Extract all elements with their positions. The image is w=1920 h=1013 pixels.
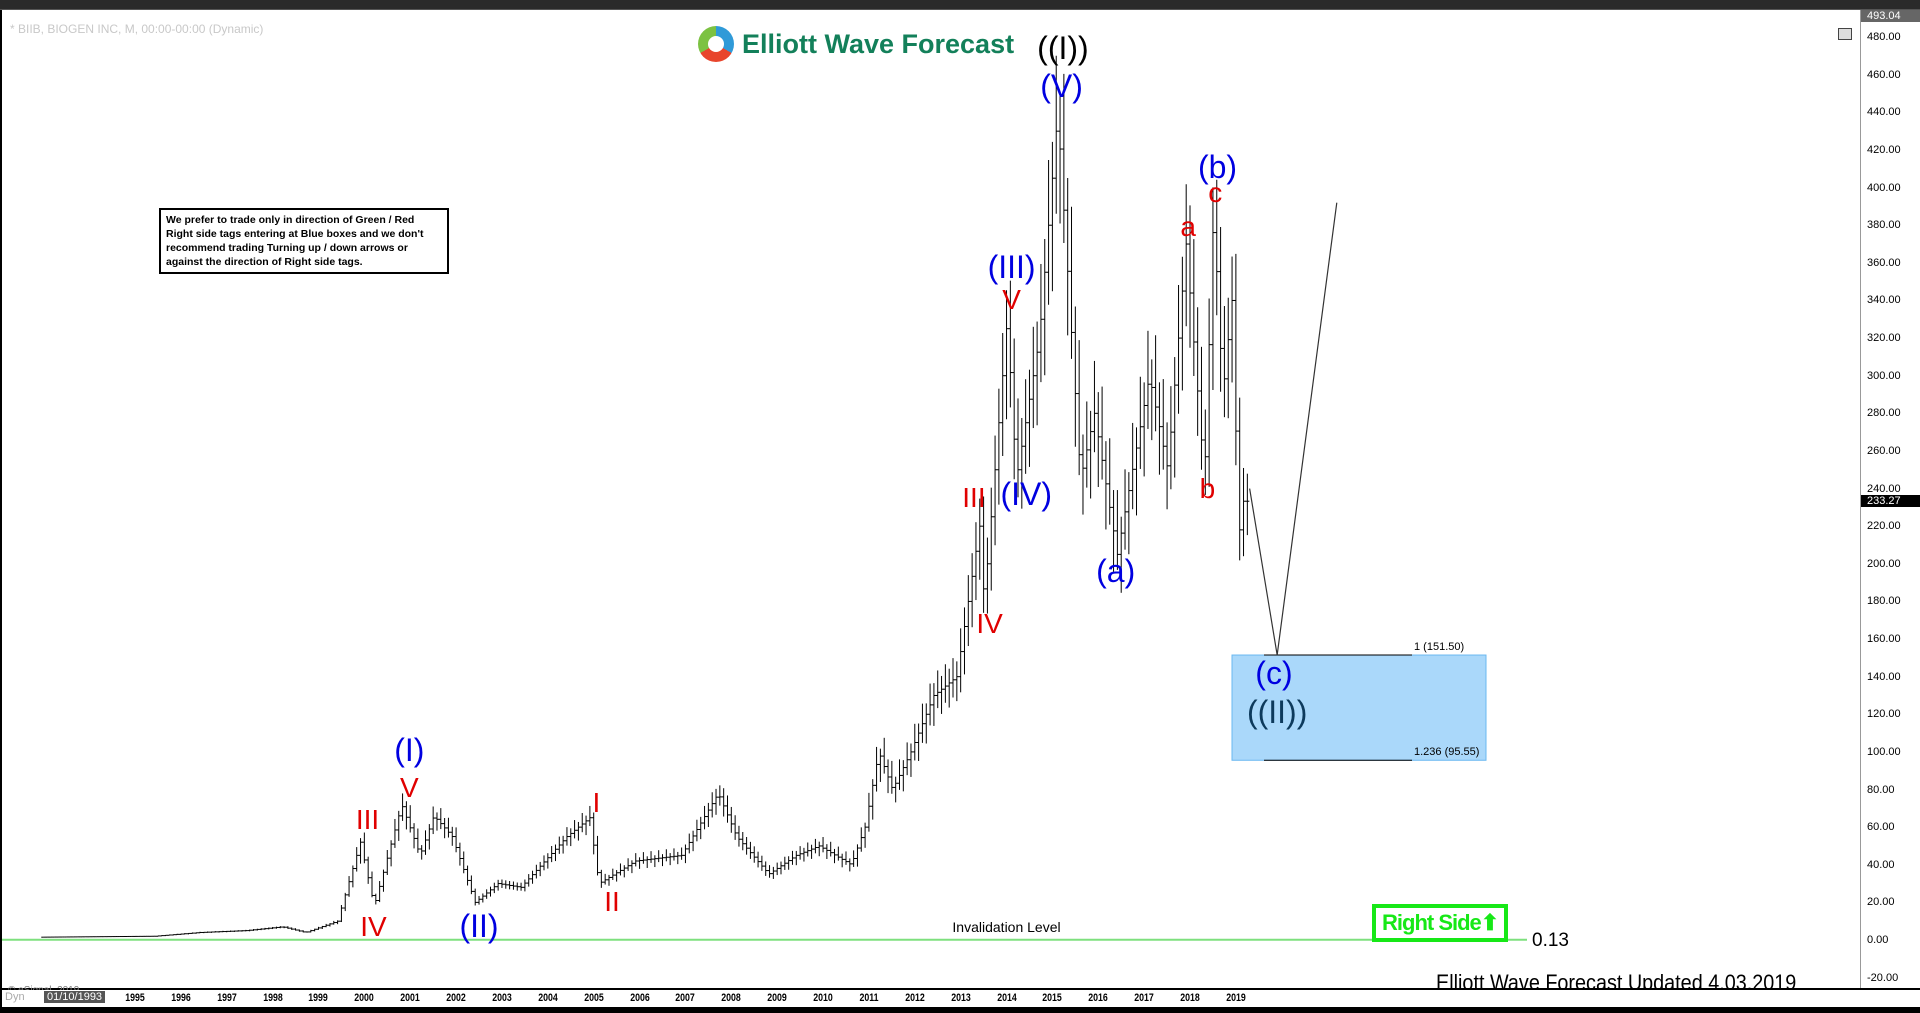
wave-label: IV xyxy=(360,910,387,942)
y-tick-label: 140.00 xyxy=(1867,670,1901,683)
wave-label: (II) xyxy=(459,907,499,944)
x-tick-label: 1998 xyxy=(262,992,283,1004)
wave-label: ((I)) xyxy=(1037,30,1089,67)
y-tick-label: 460.00 xyxy=(1867,68,1901,81)
x-tick-label: 2014 xyxy=(996,992,1017,1004)
dyn-label: Dyn xyxy=(5,991,25,1003)
y-tick-label: 180.00 xyxy=(1867,595,1901,608)
x-tick-label: 2008 xyxy=(721,992,742,1004)
y-tick-label: 360.00 xyxy=(1867,256,1901,269)
y-tick-label: 60.00 xyxy=(1867,821,1895,834)
price-chart xyxy=(2,55,1527,941)
wave-label: b xyxy=(1199,472,1216,504)
x-tick-label: 2000 xyxy=(354,992,375,1004)
plot-area: * BIIB, BIOGEN INC, M, 00:00-00:00 (Dyna… xyxy=(2,10,1860,996)
y-tick-label: 380.00 xyxy=(1867,219,1901,232)
y-tick-label: 320.00 xyxy=(1867,332,1901,345)
logo-icon xyxy=(698,26,734,62)
x-tick-label: 1995 xyxy=(125,992,145,1004)
y-tick-label: 160.00 xyxy=(1867,633,1901,646)
wave-label: (III) xyxy=(987,248,1036,285)
fib-bottom-label: 1.236 (95.55) xyxy=(1414,746,1480,759)
y-tick-label: 280.00 xyxy=(1867,407,1901,420)
y-tick-label: 340.00 xyxy=(1867,294,1901,307)
wave-label: IV xyxy=(976,607,1003,639)
y-tick-label: 100.00 xyxy=(1867,745,1901,758)
y-tick-label: 40.00 xyxy=(1867,858,1895,871)
x-tick-label: 2004 xyxy=(538,992,558,1004)
y-tick-label: 0.00 xyxy=(1867,934,1889,946)
start-date: 01/10/1993 xyxy=(44,991,106,1003)
invalidation-label: Invalidation Level xyxy=(952,918,1061,935)
logo: Elliott Wave Forecast xyxy=(698,26,1014,62)
x-tick-label: 2010 xyxy=(813,992,833,1004)
y-tick-label: 400.00 xyxy=(1867,181,1901,194)
x-tick-label: 2019 xyxy=(1226,992,1246,1004)
x-tick-label: 2001 xyxy=(400,992,421,1004)
arrow-up-icon: ⬆ xyxy=(1480,910,1499,935)
wave-label: (b) xyxy=(1197,148,1238,185)
wave-label: a xyxy=(1180,211,1196,243)
x-tick-label: 2005 xyxy=(583,992,604,1004)
x-tick-label: 1999 xyxy=(308,992,329,1004)
x-tick-label: 2002 xyxy=(446,992,466,1004)
wave-label: V xyxy=(1002,284,1021,316)
y-tick-label: 300.00 xyxy=(1867,369,1901,382)
y-tick-label: 260.00 xyxy=(1867,444,1901,457)
wave-label: (a) xyxy=(1096,553,1136,590)
x-tick-label: 2015 xyxy=(1042,992,1063,1004)
wave-label: III xyxy=(962,481,986,513)
logo-text: Elliott Wave Forecast xyxy=(742,28,1015,59)
invalidation-value: 0.13 xyxy=(1532,930,1569,951)
wave-label: (IV) xyxy=(1000,476,1053,513)
y-tick-label: 80.00 xyxy=(1867,783,1895,796)
y-tick-label: -20.00 xyxy=(1867,971,1899,984)
x-tick-label: 2017 xyxy=(1134,992,1154,1004)
y-tick-label: 240.00 xyxy=(1867,482,1901,495)
wave-label: (V) xyxy=(1040,68,1083,105)
y-tick-label: 480.00 xyxy=(1867,31,1901,44)
wave-label: II xyxy=(604,886,620,918)
date-axis[interactable]: Dyn 01/10/1993 1995 1996 1997 1998 1999 2000 2… xyxy=(2,990,1920,1007)
y-tick-label: 200.00 xyxy=(1867,557,1901,570)
projection-path xyxy=(1249,202,1338,656)
x-tick-label: 2009 xyxy=(767,992,787,1004)
right-side-tag: Right Side⬆ xyxy=(1372,904,1509,942)
price-axis[interactable]: 480.00 460.00 440.00 420.00 400.00 380.00 360.… xyxy=(1860,10,1920,988)
wave-label: c xyxy=(1208,177,1223,209)
last-price-marker: 233.27 xyxy=(1861,495,1920,508)
y-tick-label: 440.00 xyxy=(1867,106,1901,119)
y-tick-label: 220.00 xyxy=(1867,520,1901,533)
x-tick-label: 2011 xyxy=(859,992,879,1004)
y-tick-label: 120.00 xyxy=(1867,708,1901,721)
wave-label: I xyxy=(592,786,601,818)
x-tick-label: 2006 xyxy=(629,992,650,1004)
x-tick-label: 2012 xyxy=(904,992,925,1004)
x-tick-label: 2007 xyxy=(675,992,696,1004)
fib-top-label: 1 (151.50) xyxy=(1414,641,1465,654)
trading-note: We prefer to trade only in direction of … xyxy=(159,208,449,274)
x-tick-label: 1996 xyxy=(171,992,191,1004)
wave-label: ((II)) xyxy=(1246,694,1308,731)
x-tick-label: 2013 xyxy=(950,992,971,1004)
wave-label: (c) xyxy=(1255,654,1293,691)
wave-label: III xyxy=(355,803,380,835)
wave-label: V xyxy=(399,771,419,803)
title-bar xyxy=(0,0,1920,10)
right-side-label: Right Side xyxy=(1382,910,1482,935)
symbol-label: * BIIB, BIOGEN INC, M, 00:00-00:00 (Dyna… xyxy=(10,22,264,36)
y-tick-label: 420.00 xyxy=(1867,143,1901,156)
x-tick-label: 2018 xyxy=(1180,992,1200,1004)
y-max-label: 493.04 xyxy=(1861,10,1920,22)
x-tick-label: 1997 xyxy=(216,992,237,1004)
x-tick-label: 2016 xyxy=(1088,992,1109,1004)
y-tick-label: 20.00 xyxy=(1867,896,1895,909)
target-blue-box xyxy=(1231,654,1487,761)
x-tick-label: 2003 xyxy=(492,992,512,1004)
wave-label: (I) xyxy=(394,732,425,769)
restore-window-icon[interactable] xyxy=(1838,28,1852,40)
